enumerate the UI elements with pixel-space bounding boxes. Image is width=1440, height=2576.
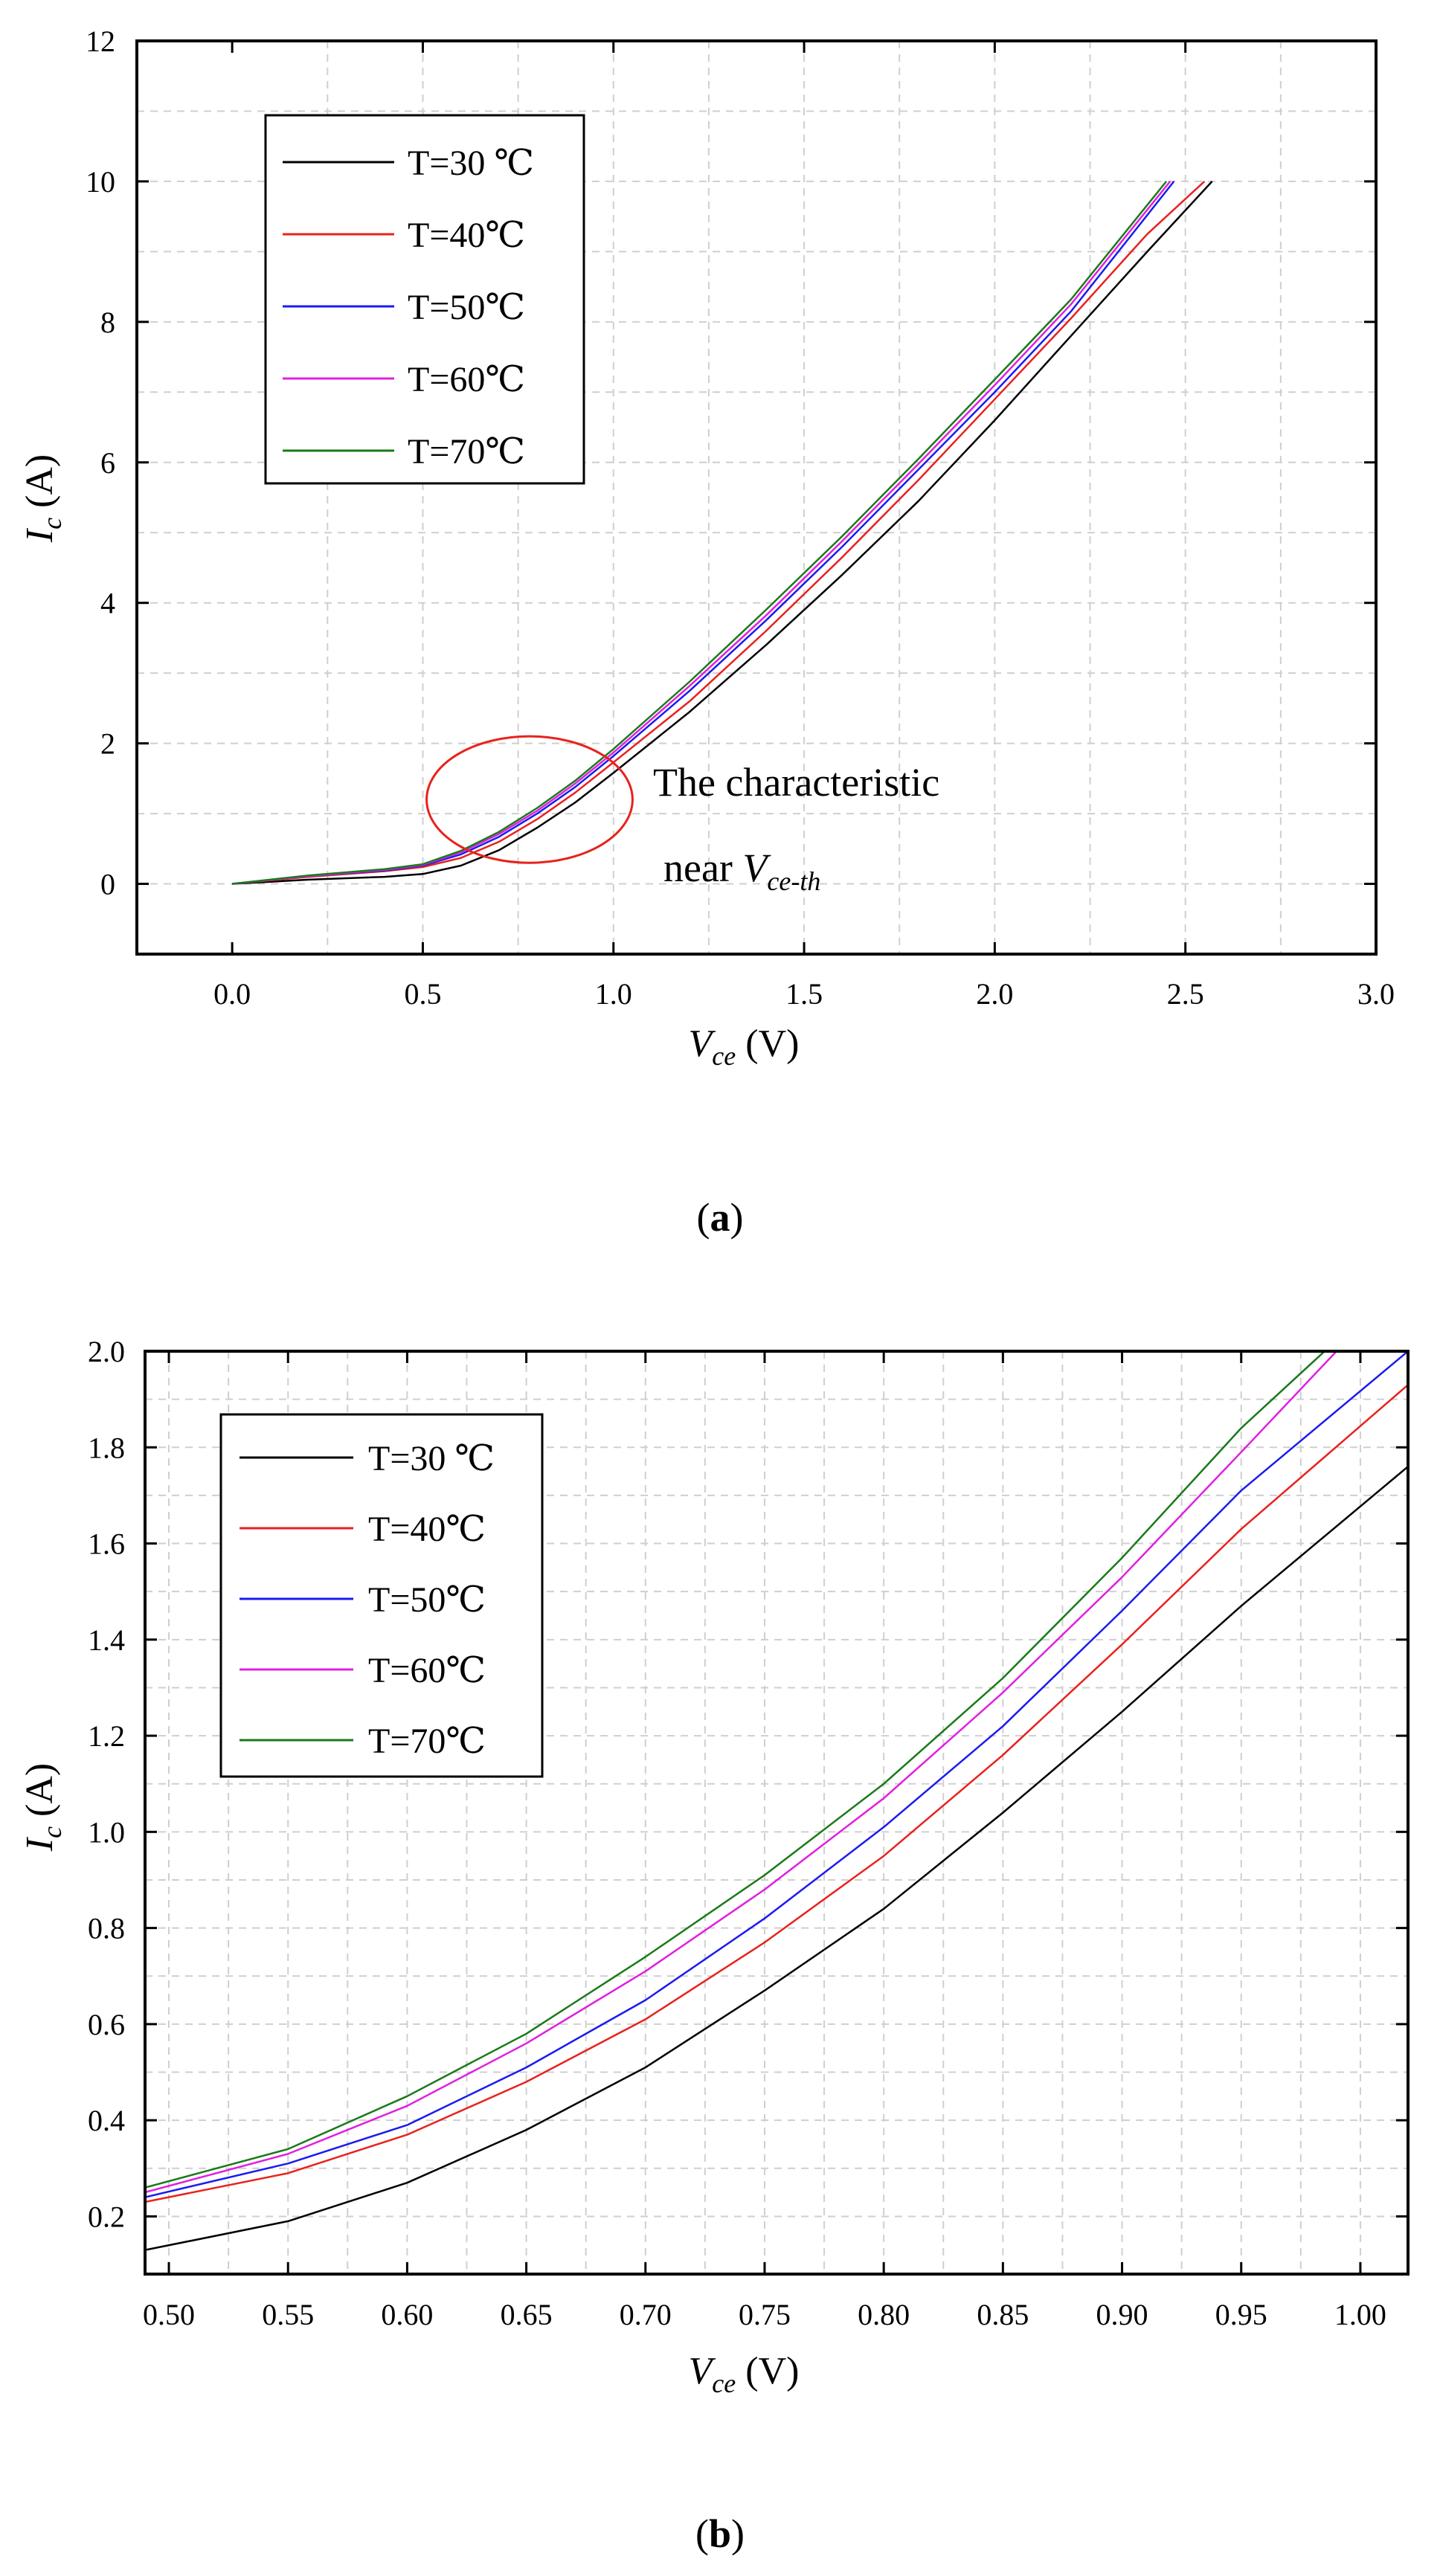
legend-label: T=40℃ <box>408 216 525 255</box>
y-tick-label: 2 <box>100 727 115 761</box>
y-tick-label: 0.2 <box>88 2200 125 2233</box>
y-tick-label: 4 <box>100 587 115 620</box>
x-tick-label: 1.0 <box>595 977 632 1011</box>
annotation-line-2: near Vce-th <box>663 846 820 896</box>
annotation-subscript: ce-th <box>767 866 820 896</box>
x-axis-unit: (V) <box>736 1023 799 1065</box>
y-axis-subscript: c <box>37 1826 67 1838</box>
x-tick-label: 0.95 <box>1215 2298 1267 2331</box>
series-group <box>232 180 1213 885</box>
caption-open-paren: ( <box>697 1195 710 1240</box>
y-tick-label: 6 <box>100 446 115 480</box>
y-tick-label: 0.8 <box>88 1912 125 1945</box>
legend-label: T=60℃ <box>408 360 525 399</box>
y-tick-label: 8 <box>100 306 115 339</box>
y-tick-label: 1.0 <box>88 1815 125 1849</box>
x-tick-label: 0.90 <box>1096 2298 1148 2331</box>
y-tick-label: 1.8 <box>88 1431 125 1464</box>
annotation-variable: V <box>742 846 771 890</box>
caption-open-paren: ( <box>695 2511 709 2556</box>
axis-ticks: 0.50 0.55 0.60 0.65 0.70 0.75 0.80 0.85 0.90 0.95… <box>88 1335 1408 2331</box>
series-group <box>145 1351 1408 2251</box>
x-tick-label: 0.55 <box>262 2298 314 2331</box>
caption-letter: a <box>710 1195 730 1240</box>
x-tick-label: 1.5 <box>785 977 823 1011</box>
chart-a: The characteristic near Vce-th 0.0 0.5 1.0 1.… <box>19 25 1395 1240</box>
legend-box <box>219 1413 544 1778</box>
y-tick-label: 0.4 <box>88 2104 125 2137</box>
legend: T=30 ℃ T=40℃ T=50℃ T=60℃ T=70℃ <box>219 1413 544 1778</box>
x-tick-label: 1.00 <box>1334 2298 1386 2331</box>
y-axis-subscript: c <box>37 518 67 529</box>
x-axis-label: Vce (V) <box>689 2350 800 2398</box>
annotation-line-1: The characteristic <box>653 760 939 805</box>
annotation-prefix: near <box>663 846 742 890</box>
y-axis-label: Ic (A) <box>19 454 67 544</box>
series-line <box>145 1466 1408 2251</box>
x-tick-label: 0.50 <box>143 2298 195 2331</box>
caption-letter: b <box>709 2511 731 2556</box>
axis-ticks: 0.0 0.5 1.0 1.5 2.0 2.5 3.0 0 2 4 6 8 10 12 <box>86 25 1395 1011</box>
y-axis-unit: (A) <box>19 454 61 518</box>
series-line <box>232 181 1168 885</box>
x-axis-variable: V <box>689 2350 716 2392</box>
x-axis-label: Vce (V) <box>689 1023 800 1071</box>
y-axis-unit: (A) <box>19 1763 61 1826</box>
x-tick-label: 0.65 <box>501 2298 553 2331</box>
y-tick-label: 1.4 <box>88 1623 125 1657</box>
legend-label: T=30 ℃ <box>368 1439 495 1478</box>
annotation-ellipse <box>425 735 634 864</box>
chart-b: 0.50 0.55 0.60 0.65 0.70 0.75 0.80 0.85 0.90 0.95… <box>19 1335 1410 2556</box>
legend-label: T=70℃ <box>368 1722 486 1761</box>
series-line <box>145 1384 1408 2203</box>
series-line <box>145 1351 1325 2189</box>
x-tick-label: 0.5 <box>404 977 441 1011</box>
plot-frame <box>135 39 1378 956</box>
series-line <box>145 1351 1337 2194</box>
x-axis-variable: V <box>689 1023 716 1065</box>
x-tick-label: 0.75 <box>739 2298 791 2331</box>
y-axis-variable: I <box>19 1836 61 1852</box>
legend-label: T=50℃ <box>368 1580 486 1620</box>
caption-close-paren: ) <box>731 2511 745 2556</box>
x-axis-subscript: ce <box>712 1041 736 1071</box>
figure-caption: (b) <box>695 2511 745 2556</box>
y-tick-label: 12 <box>86 25 115 58</box>
y-tick-label: 1.2 <box>88 1719 125 1753</box>
legend-label: T=50℃ <box>408 288 525 327</box>
legend: T=30 ℃ T=40℃ T=50℃ T=60℃ T=70℃ <box>264 114 585 485</box>
series-line <box>145 1351 1408 2198</box>
x-tick-label: 0.60 <box>381 2298 433 2331</box>
x-tick-label: 2.5 <box>1167 977 1204 1011</box>
legend-label: T=30 ℃ <box>408 144 534 183</box>
x-tick-label: 2.0 <box>976 977 1013 1011</box>
legend-label: T=40℃ <box>368 1510 486 1549</box>
figure-caption: (a) <box>697 1195 744 1240</box>
y-tick-label: 10 <box>86 165 115 199</box>
y-axis-label: Ic (A) <box>19 1763 67 1852</box>
x-tick-label: 3.0 <box>1357 977 1395 1011</box>
y-tick-label: 1.6 <box>88 1527 125 1561</box>
x-axis-subscript: ce <box>712 2369 736 2398</box>
y-tick-label: 0 <box>100 868 115 901</box>
legend-label: T=70℃ <box>408 432 525 471</box>
x-tick-label: 0.0 <box>213 977 251 1011</box>
series-line <box>232 181 1213 885</box>
caption-close-paren: ) <box>730 1195 744 1240</box>
x-tick-label: 0.70 <box>620 2298 672 2331</box>
y-tick-label: 0.6 <box>88 2008 125 2041</box>
x-axis-unit: (V) <box>736 2350 799 2392</box>
x-tick-label: 0.80 <box>858 2298 910 2331</box>
plot-frame <box>144 1350 1410 2276</box>
x-tick-label: 0.85 <box>977 2298 1029 2331</box>
legend-label: T=60℃ <box>368 1651 486 1690</box>
y-tick-label: 2.0 <box>88 1335 125 1368</box>
legend-box <box>264 114 585 485</box>
y-axis-variable: I <box>19 527 61 543</box>
